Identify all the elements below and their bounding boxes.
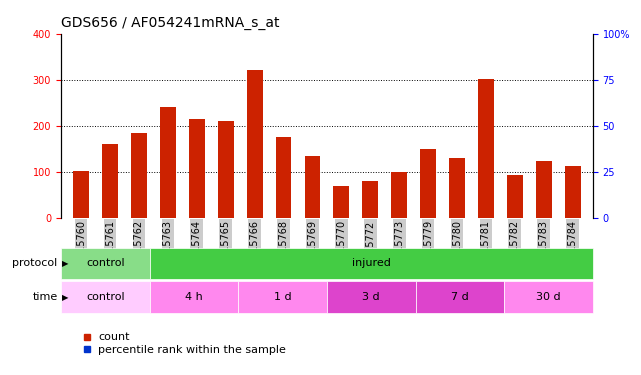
Text: time: time xyxy=(33,292,58,302)
Bar xyxy=(189,119,204,218)
Bar xyxy=(507,175,523,217)
Bar xyxy=(362,181,378,218)
Bar xyxy=(61,281,149,313)
Bar xyxy=(73,171,89,217)
Text: GDS656 / AF054241mRNA_s_at: GDS656 / AF054241mRNA_s_at xyxy=(61,16,279,30)
Text: protocol: protocol xyxy=(12,258,58,268)
Bar xyxy=(420,148,436,217)
Bar xyxy=(478,79,494,218)
Text: 1 d: 1 d xyxy=(274,292,292,302)
Bar xyxy=(449,158,465,218)
Bar xyxy=(415,281,504,313)
Bar xyxy=(327,281,415,313)
Text: control: control xyxy=(86,258,124,268)
Bar xyxy=(304,156,320,218)
Bar xyxy=(536,162,552,218)
Bar xyxy=(333,186,349,218)
Bar xyxy=(276,137,292,218)
Text: 3 d: 3 d xyxy=(362,292,380,302)
Text: ▶: ▶ xyxy=(62,292,69,302)
Bar xyxy=(504,281,593,313)
Legend: count, percentile rank within the sample: count, percentile rank within the sample xyxy=(77,328,290,359)
Bar xyxy=(565,166,581,218)
Text: 30 d: 30 d xyxy=(537,292,561,302)
Text: 7 d: 7 d xyxy=(451,292,469,302)
Bar xyxy=(61,248,149,279)
Text: 4 h: 4 h xyxy=(185,292,203,302)
Text: control: control xyxy=(86,292,124,302)
Bar xyxy=(131,134,147,218)
Bar xyxy=(218,121,234,218)
Bar xyxy=(247,70,263,217)
Bar xyxy=(160,107,176,218)
Text: ▶: ▶ xyxy=(62,259,69,268)
Bar xyxy=(149,281,238,313)
Bar xyxy=(102,144,118,218)
Bar xyxy=(149,248,593,279)
Text: injured: injured xyxy=(352,258,390,268)
Bar xyxy=(391,172,407,217)
Bar xyxy=(238,281,327,313)
